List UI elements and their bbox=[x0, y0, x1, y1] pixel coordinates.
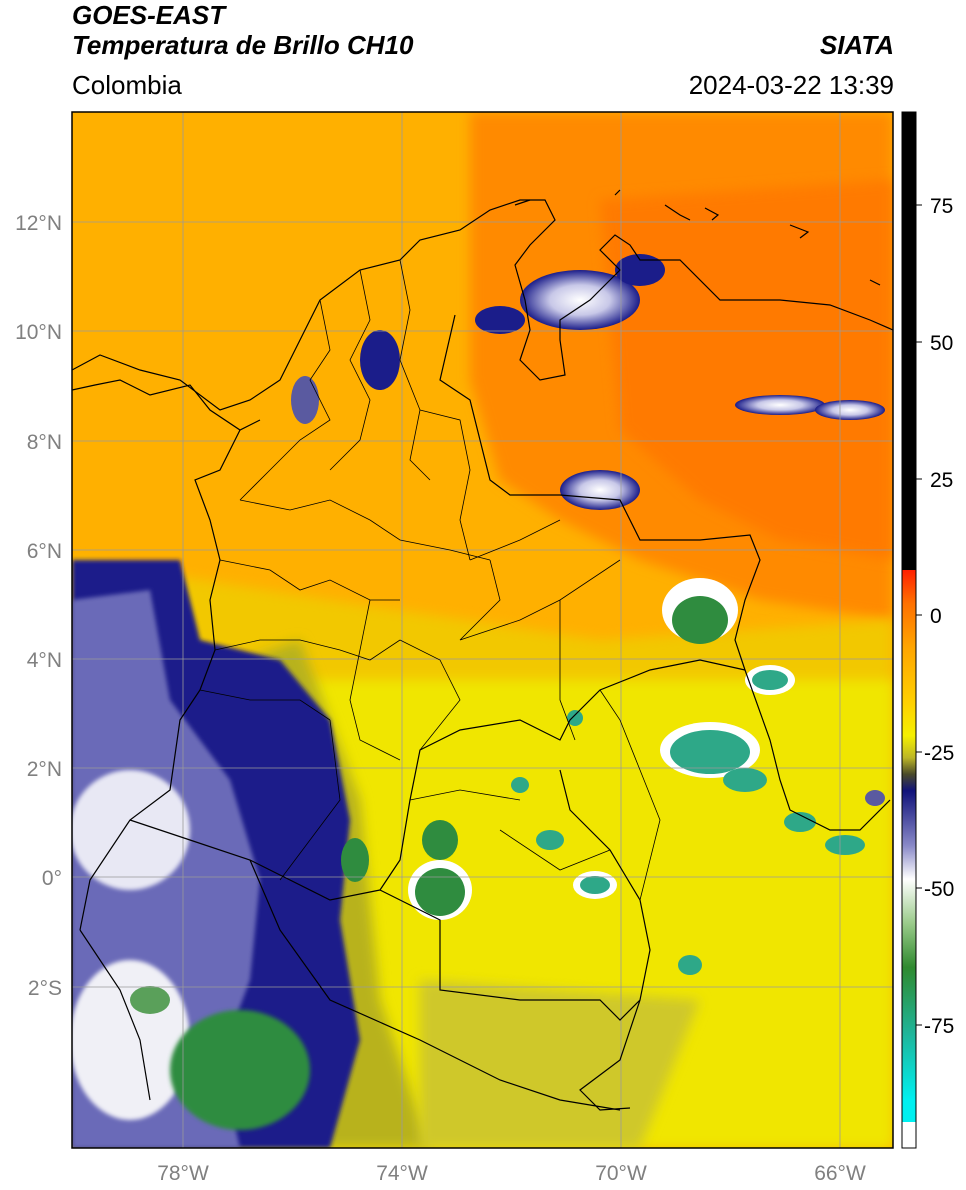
lat-label: 8°N bbox=[27, 431, 62, 454]
colorbar-tick: 25 bbox=[930, 469, 953, 492]
convective-cells bbox=[341, 578, 885, 975]
lat-label: 12°N bbox=[15, 212, 62, 235]
lat-label: 2°N bbox=[27, 758, 62, 781]
map-frame bbox=[71, 111, 894, 1149]
longitude-axis: 78°W 74°W 70°W 66°W bbox=[157, 1162, 866, 1185]
satellite-title: GOES-EAST bbox=[72, 0, 226, 30]
brightness-temperature-field bbox=[72, 112, 893, 1148]
colorbar-tick: -75 bbox=[924, 1015, 954, 1038]
lat-label: 4°N bbox=[27, 649, 62, 672]
colorbar-frame bbox=[901, 111, 917, 1149]
colorbar-tick: -25 bbox=[924, 742, 954, 765]
lat-label: 0° bbox=[42, 867, 62, 890]
region-label: Colombia bbox=[72, 70, 182, 100]
department-borders bbox=[199, 259, 661, 901]
lat-label: 2°S bbox=[28, 977, 62, 1000]
lat-label: 10°N bbox=[15, 321, 62, 344]
latitude-axis: 12°N 10°N 8°N 6°N 4°N 2°N 0° 2°S bbox=[15, 212, 62, 1000]
colorbar-white-segment bbox=[902, 1122, 916, 1148]
lon-label: 74°W bbox=[376, 1162, 428, 1185]
colorbar-tick: 0 bbox=[930, 605, 942, 628]
product-title: Temperatura de Brillo CH10 bbox=[72, 30, 414, 60]
lon-label: 66°W bbox=[814, 1162, 866, 1185]
colorbar-tick: 50 bbox=[930, 332, 953, 355]
colorbar-tick: 75 bbox=[930, 195, 953, 218]
lon-label: 70°W bbox=[595, 1162, 647, 1185]
agency-label: SIATA bbox=[819, 30, 894, 60]
colorbar-tick: -50 bbox=[924, 878, 954, 901]
graticule bbox=[72, 112, 893, 1148]
colorbar-gradient bbox=[902, 570, 916, 1122]
lat-label: 6°N bbox=[27, 540, 62, 563]
colorbar: 75 50 25 0 -25 -50 -75 bbox=[901, 111, 954, 1149]
timestamp-label: 2024-03-22 13:39 bbox=[688, 70, 894, 100]
country-borders bbox=[72, 189, 893, 1111]
lon-label: 78°W bbox=[157, 1162, 209, 1185]
colorbar-black-segment bbox=[902, 112, 916, 570]
